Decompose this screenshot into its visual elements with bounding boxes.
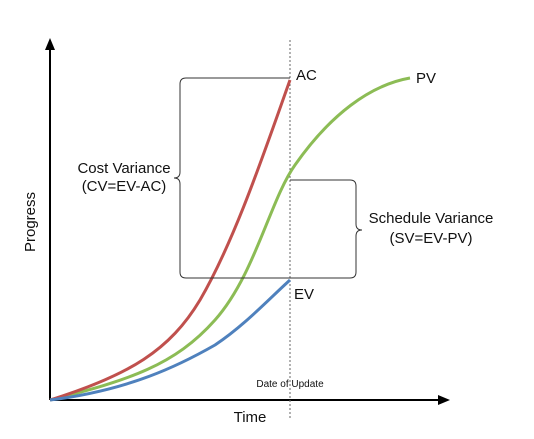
pv-label: PV (416, 70, 436, 87)
axes (45, 38, 450, 405)
cost-variance-bracket (173, 77, 290, 279)
cost-variance-formula: (CV=EV-AC) (82, 178, 167, 195)
update-marker-label: Date of Update (256, 379, 324, 390)
ac-curve (49, 79, 292, 402)
schedule-variance-bracket (290, 179, 363, 279)
x-axis-arrow (438, 395, 450, 405)
cost-variance-title: Cost Variance (77, 160, 170, 177)
ac-label: AC (296, 67, 317, 84)
ev-label: EV (294, 286, 314, 303)
schedule-variance-formula: (SV=EV-PV) (390, 230, 473, 247)
y-axis-label: Progress (22, 192, 39, 252)
x-axis-label: Time (234, 409, 267, 426)
ev-curve (49, 278, 292, 402)
schedule-variance-title: Schedule Variance (369, 210, 494, 227)
pv-curve (49, 76, 411, 402)
y-axis-arrow (45, 38, 55, 50)
